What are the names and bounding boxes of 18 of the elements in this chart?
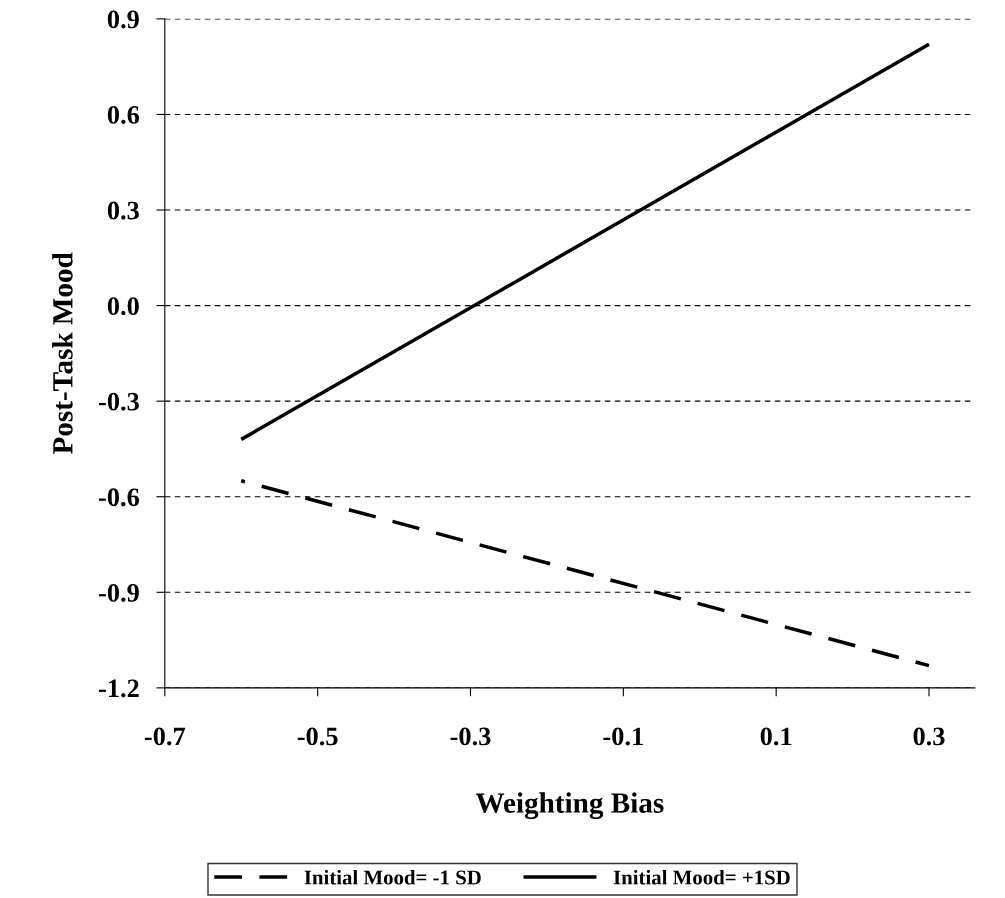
- y-tick-label: -1.2: [99, 679, 139, 698]
- x-tick-label: -0.5: [297, 727, 338, 746]
- y-tick-label: -0.6: [99, 488, 140, 507]
- y-tick-label: 0.6: [107, 106, 140, 124]
- x-tick-label: 0.3: [913, 727, 945, 746]
- y-axis-title: Post-Task Mood: [52, 252, 73, 455]
- x-axis-title: Weighting Bias: [475, 792, 664, 820]
- y-tick-label: -0.9: [99, 583, 139, 602]
- x-tick-label: -0.7: [144, 727, 186, 746]
- y-tick-label: 0.9: [107, 10, 139, 29]
- x-tick-label: -0.3: [450, 727, 491, 746]
- y-tick-label: -0.3: [99, 392, 139, 411]
- y-tick-label: 0.0: [107, 297, 139, 316]
- legend-label: Initial Mood= -1 SD: [304, 869, 481, 885]
- x-tick-label: -0.1: [603, 727, 643, 746]
- y-tick-label: 0.3: [107, 201, 139, 220]
- x-tick-label: 0.1: [760, 727, 792, 746]
- legend-label: Initial Mood= +1SD: [613, 869, 790, 885]
